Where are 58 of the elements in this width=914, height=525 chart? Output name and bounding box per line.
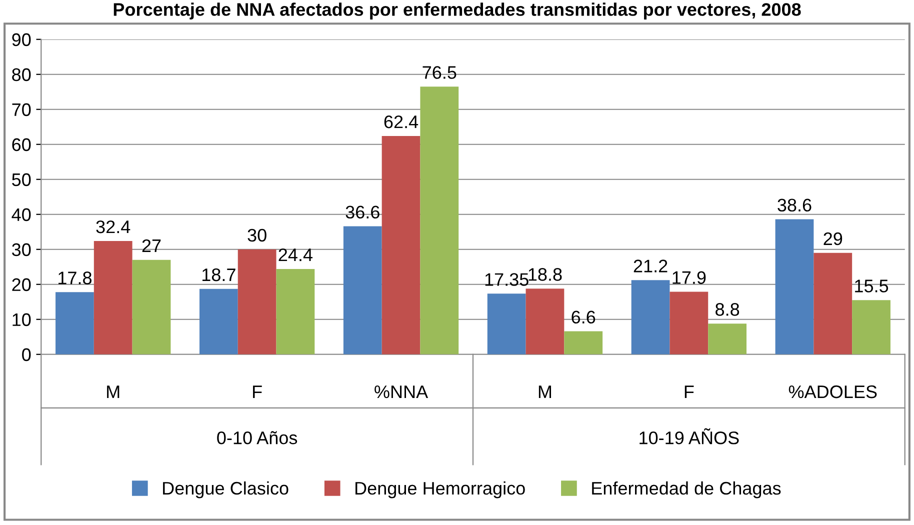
bar — [814, 252, 852, 354]
y-tick-label: 60 — [12, 138, 31, 152]
data-label: 36.6 — [346, 206, 380, 219]
text: 10-19 AÑOS — [640, 428, 739, 444]
bar — [238, 249, 276, 354]
bar — [94, 240, 132, 354]
x-tick-label: M — [538, 386, 552, 398]
y-tick-label: 90 — [12, 33, 31, 46]
bar — [708, 324, 747, 354]
bar — [487, 294, 526, 354]
bar — [276, 268, 315, 354]
data-label: 24.4 — [278, 248, 312, 262]
y-tick-label: 50 — [12, 173, 31, 186]
bar — [631, 280, 670, 354]
x-tick-label: F — [684, 386, 694, 398]
y-tick-label: 80 — [12, 68, 31, 82]
data-label: 32.4 — [96, 220, 130, 234]
data-label: 29 — [824, 232, 842, 246]
data-label: 6.6 — [572, 310, 596, 324]
data-label: 8.8 — [716, 303, 740, 316]
data-label: 17.9 — [672, 271, 706, 284]
bar — [526, 288, 564, 354]
y-tick-label: 0 — [22, 348, 31, 362]
data-label: 27 — [142, 239, 161, 252]
x-tick-label: M — [107, 386, 120, 398]
bar — [670, 292, 708, 354]
bar — [56, 292, 94, 354]
x-tick-label: %NNA — [374, 385, 428, 398]
data-label: 18.8 — [528, 268, 562, 281]
bar — [775, 219, 814, 354]
bar — [343, 226, 382, 354]
y-tick-label: 20 — [12, 278, 31, 292]
bar — [420, 86, 459, 354]
data-label: 62.4 — [384, 115, 418, 128]
bar — [852, 300, 890, 354]
data-label: 76.5 — [422, 66, 456, 79]
y-tick-label: 30 — [12, 243, 31, 256]
y-tick-label: 10 — [12, 313, 31, 326]
y-tick-label: 70 — [12, 103, 31, 116]
text: 0-10 Años — [217, 431, 298, 444]
x-tick-label: F — [253, 386, 262, 398]
x-tick-label: %ADOLES — [788, 385, 877, 398]
legend-label: Enfermedad de Chagas — [592, 481, 781, 498]
data-label: 15.5 — [855, 280, 888, 292]
data-label: 21.2 — [634, 260, 668, 272]
data-label: 18.7 — [202, 268, 236, 282]
data-label: 17.35 — [485, 273, 528, 286]
bar — [132, 260, 171, 354]
data-label: 38.6 — [778, 198, 812, 212]
chart-title: Porcentaje de NNA afectados por enfermedades transmitidas por vectores, 2008 — [114, 2, 801, 20]
y-tick-label: 40 — [12, 208, 31, 222]
bar — [564, 331, 603, 354]
legend-label: Dengue Clasico — [163, 481, 288, 498]
bar — [382, 136, 420, 354]
bar — [199, 288, 238, 354]
data-label: 30 — [248, 228, 266, 242]
legend-label: Dengue Hemorragico — [356, 481, 525, 498]
data-label: 17.8 — [58, 272, 92, 284]
